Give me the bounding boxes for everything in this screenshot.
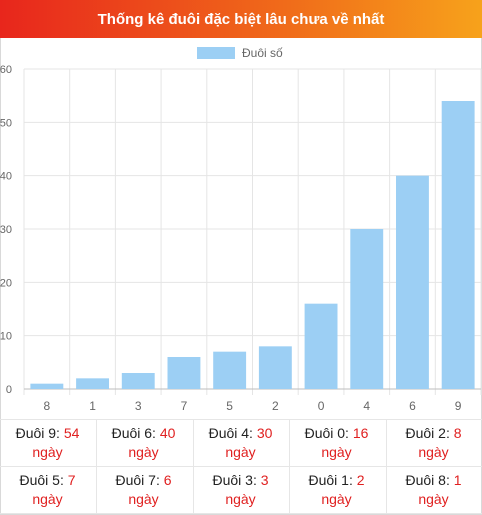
stat-value: 6 — [163, 472, 172, 488]
stat-cell: Đuôi 7: 6 ngày — [96, 467, 191, 513]
x-tick-label: 4 — [363, 399, 370, 413]
stat-value: 40 — [159, 425, 176, 441]
stat-cell: Đuôi 6: 40 ngày — [96, 420, 191, 466]
stat-value: 30 — [256, 425, 273, 441]
stat-unit: ngày — [321, 491, 352, 507]
bar — [350, 229, 384, 389]
y-tick-label: 0 — [6, 384, 12, 396]
stat-label: Đuôi 0: — [304, 425, 353, 441]
x-tick-label: 7 — [181, 399, 188, 413]
stats-grid: Đuôi 9: 54 ngày Đuôi 6: 40 ngày Đuôi 4: 30 ng… — [0, 419, 482, 515]
grid-divider — [0, 419, 482, 420]
y-tick-label: 20 — [0, 277, 12, 289]
legend-label: Đuôi số — [242, 46, 283, 60]
stat-value: 2 — [356, 472, 365, 488]
grid-divider — [0, 466, 482, 467]
stat-cell: Đuôi 4: 30 ngày — [193, 420, 288, 466]
bar — [258, 346, 292, 389]
stat-value: 16 — [352, 425, 369, 441]
bar — [76, 378, 110, 389]
stat-unit: ngày — [32, 491, 63, 507]
stat-unit: ngày — [321, 444, 352, 460]
stat-label: Đuôi 4: — [208, 425, 257, 441]
bar — [30, 383, 64, 389]
stat-value: 1 — [453, 472, 462, 488]
stat-label: Đuôi 5: — [19, 472, 68, 488]
stat-unit: ngày — [128, 444, 159, 460]
y-tick-label: 10 — [0, 331, 12, 343]
stat-cell: Đuôi 3: 3 ngày — [193, 467, 288, 513]
stat-value: 8 — [453, 425, 462, 441]
x-tick-label: 3 — [135, 399, 142, 413]
x-tick-label: 1 — [89, 399, 96, 413]
grid-divider — [193, 419, 194, 513]
x-tick-label: 0 — [318, 399, 325, 413]
y-tick-label: 60 — [0, 64, 12, 76]
stat-label: Đuôi 1: — [308, 472, 357, 488]
y-tick-label: 50 — [0, 117, 12, 129]
stat-label: Đuôi 9: — [15, 425, 64, 441]
stat-cell: Đuôi 8: 1 ngày — [386, 467, 481, 513]
stat-value: 7 — [67, 472, 76, 488]
stat-cell: Đuôi 9: 54 ngày — [0, 420, 95, 466]
stat-cell: Đuôi 5: 7 ngày — [0, 467, 95, 513]
grid-divider — [289, 419, 290, 513]
stat-unit: ngày — [225, 444, 256, 460]
bar — [441, 101, 475, 389]
grid-divider — [96, 419, 97, 513]
stat-unit: ngày — [418, 491, 449, 507]
stat-label: Đuôi 3: — [212, 472, 261, 488]
stat-cell: Đuôi 1: 2 ngày — [289, 467, 384, 513]
bar — [304, 303, 338, 389]
bar — [121, 373, 155, 389]
stat-value: 3 — [260, 472, 269, 488]
page-title: Thống kê đuôi đặc biệt lâu chưa về nhất — [0, 0, 482, 38]
x-tick-label: 2 — [272, 399, 279, 413]
stat-unit: ngày — [418, 444, 449, 460]
x-tick-label: 6 — [409, 399, 416, 413]
grid-divider — [386, 419, 387, 513]
stat-label: Đuôi 2: — [405, 425, 454, 441]
legend-swatch — [197, 47, 235, 59]
x-tick-label: 9 — [455, 399, 462, 413]
bar — [395, 175, 429, 389]
x-tick-label: 8 — [44, 399, 51, 413]
bar — [167, 357, 201, 389]
stat-label: Đuôi 6: — [111, 425, 160, 441]
grid-divider — [0, 513, 482, 514]
y-tick-label: 40 — [0, 171, 12, 183]
stat-unit: ngày — [225, 491, 256, 507]
stat-value: 54 — [63, 425, 80, 441]
stat-unit: ngày — [32, 444, 63, 460]
stat-cell: Đuôi 2: 8 ngày — [386, 420, 481, 466]
stat-label: Đuôi 7: — [115, 472, 164, 488]
stat-unit: ngày — [128, 491, 159, 507]
stat-cell: Đuôi 0: 16 ngày — [289, 420, 384, 466]
bar — [213, 351, 247, 389]
x-tick-label: 5 — [226, 399, 233, 413]
y-tick-label: 30 — [0, 224, 12, 236]
stat-label: Đuôi 8: — [405, 472, 454, 488]
